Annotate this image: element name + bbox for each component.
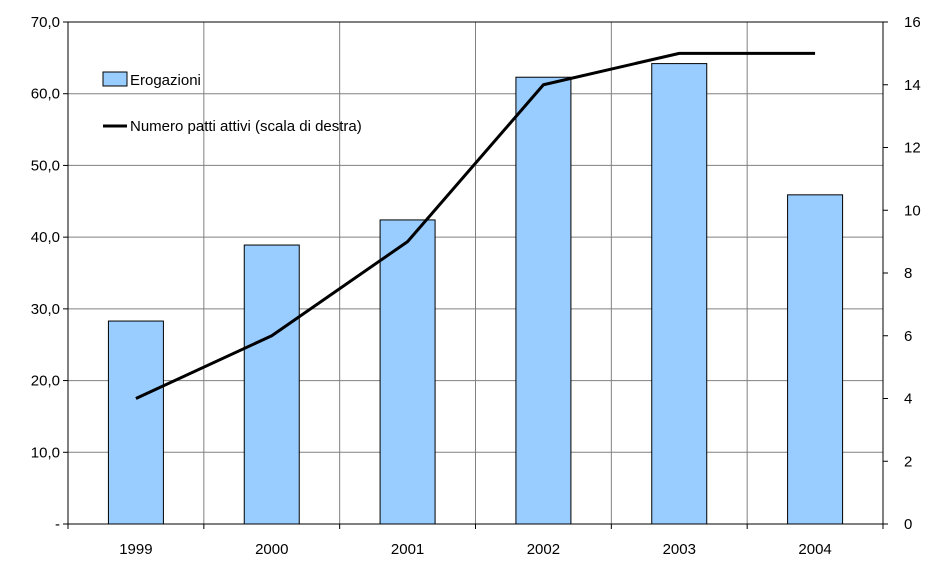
gridlines [68,22,883,524]
legend-line-label: Numero patti attivi (scala di destra) [130,118,362,135]
bar-1999 [107,320,164,525]
line-series [135,51,816,400]
right-tick-label: 4 [904,391,912,408]
right-tick-label: 14 [904,77,921,94]
line-numero-patti-attivi [135,51,816,400]
legend-bar-label: Erogazioni [130,72,201,89]
legend-bar-swatch [102,71,128,87]
x-tick-label: 2002 [527,541,560,558]
bar-2002 [515,76,572,525]
left-tick-label: 50,0 [31,157,60,174]
x-tick-label: 2004 [798,541,831,558]
left-tick-label: 30,0 [31,301,60,318]
right-tick-label: 2 [904,453,912,470]
left-tick-label: 40,0 [31,229,60,246]
x-tick-label: 2000 [255,541,288,558]
left-tick-label: 60,0 [31,86,60,103]
x-tick-label: 1999 [119,541,152,558]
bar-2004 [787,194,844,525]
right-tick-label: 6 [904,328,912,345]
bar-2001 [379,219,436,525]
x-tick-label: 2003 [663,541,696,558]
left-tick-label: - [55,516,60,533]
right-tick-label: 12 [904,140,921,157]
left-tick-label: 10,0 [31,444,60,461]
right-tick-label: 0 [904,516,912,533]
x-tick-label: 2001 [391,541,424,558]
right-tick-label: 10 [904,202,921,219]
legend: Erogazioni Numero patti attivi (scala di… [102,71,362,135]
left-tick-label: 20,0 [31,373,60,390]
axes: - 10,0 20,0 30,0 40,0 50,0 60,0 70,0 0 2 4 6 8 10 12 14… [31,14,921,558]
bar-2000 [243,244,300,525]
bar-2003 [651,63,708,525]
right-tick-label: 8 [904,265,912,282]
bar-series [107,63,844,525]
right-tick-label: 16 [904,14,921,31]
left-tick-label: 70,0 [31,14,60,31]
